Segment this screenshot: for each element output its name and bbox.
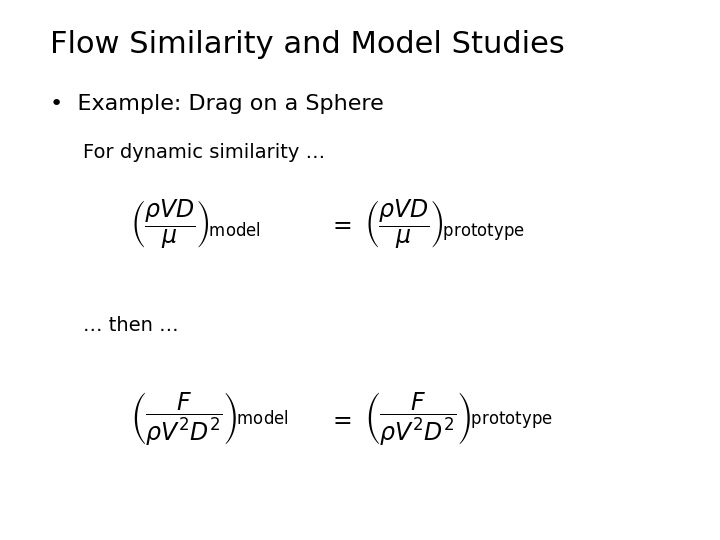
Text: … then …: … then …	[83, 316, 179, 335]
Text: $=$: $=$	[328, 407, 351, 430]
Text: $=$: $=$	[328, 212, 351, 236]
Text: •  Example: Drag on a Sphere: • Example: Drag on a Sphere	[50, 94, 384, 114]
Text: $\left(\dfrac{\rho VD}{\mu}\right)_{\!\mathrm{model}}$: $\left(\dfrac{\rho VD}{\mu}\right)_{\!\m…	[130, 198, 261, 251]
Text: $\left(\dfrac{\rho VD}{\mu}\right)_{\!\mathrm{prototype}}$: $\left(\dfrac{\rho VD}{\mu}\right)_{\!\m…	[364, 198, 525, 251]
Text: $\left(\dfrac{F}{\rho V^{2}D^{2}}\right)_{\!\mathrm{model}}$: $\left(\dfrac{F}{\rho V^{2}D^{2}}\right)…	[130, 390, 288, 447]
Text: For dynamic similarity …: For dynamic similarity …	[83, 143, 325, 162]
Text: $\left(\dfrac{F}{\rho V^{2}D^{2}}\right)_{\!\mathrm{prototype}}$: $\left(\dfrac{F}{\rho V^{2}D^{2}}\right)…	[364, 390, 552, 447]
Text: Flow Similarity and Model Studies: Flow Similarity and Model Studies	[50, 30, 565, 59]
